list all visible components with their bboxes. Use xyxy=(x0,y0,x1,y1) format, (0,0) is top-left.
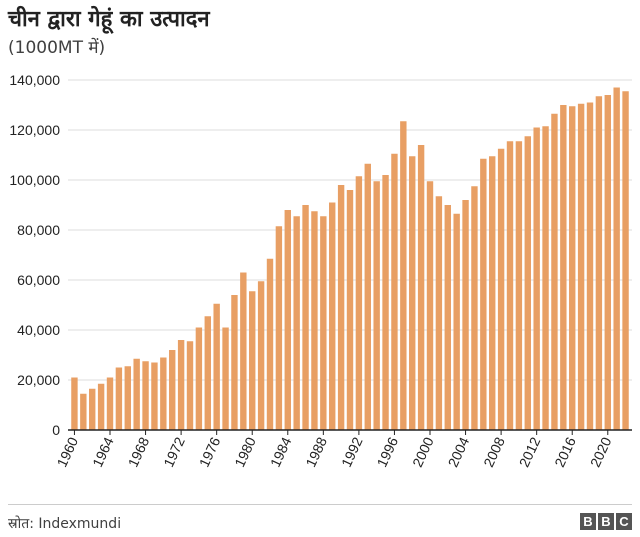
bar xyxy=(577,103,585,430)
bar xyxy=(444,205,451,430)
bars xyxy=(71,87,629,430)
bar xyxy=(364,163,371,430)
bar xyxy=(471,186,478,430)
source-note: स्रोत: Indexmundi xyxy=(8,516,122,532)
bar xyxy=(151,362,158,430)
bar xyxy=(311,211,318,430)
bar xyxy=(257,281,265,430)
bar xyxy=(169,350,176,430)
x-tick-label: 1960 xyxy=(53,434,81,469)
x-tick-label: 2000 xyxy=(409,434,437,469)
bar-chart: 0 20,000 40,000 60,000 80,000 100,000 120,000 1… xyxy=(9,72,632,470)
bar xyxy=(222,327,229,430)
bar xyxy=(586,102,594,430)
x-tick-label: 1968 xyxy=(125,434,153,469)
bar xyxy=(551,113,558,430)
bar xyxy=(106,377,114,430)
y-tick-label: 140,000 xyxy=(9,72,60,88)
bar xyxy=(293,216,300,430)
bar xyxy=(337,185,345,430)
bar xyxy=(195,327,203,430)
bar xyxy=(560,105,567,430)
bar xyxy=(373,181,380,430)
y-tick-label: 60,000 xyxy=(17,272,60,288)
x-tick-label: 2012 xyxy=(516,434,544,469)
bar xyxy=(613,87,620,430)
bbc-logo: B B C xyxy=(580,513,632,530)
x-tick-label: 1964 xyxy=(89,434,117,469)
bar xyxy=(231,295,238,430)
bar xyxy=(524,136,531,430)
bar xyxy=(97,383,105,430)
y-tick-label: 120,000 xyxy=(9,122,60,138)
x-axis-tick-labels: 1960 1964 1968 1972 1976 1980 1984 1988 1992 1996… xyxy=(53,430,615,470)
y-tick-label: 20,000 xyxy=(17,372,60,388)
bar xyxy=(506,141,514,430)
x-tick-label: 2016 xyxy=(551,434,579,469)
x-tick-label: 1972 xyxy=(160,434,188,469)
bar xyxy=(266,258,274,430)
bar xyxy=(417,145,425,430)
chart-title: चीन द्वारा गेहूं का उत्पादन xyxy=(8,7,210,32)
bar xyxy=(515,141,523,430)
bar xyxy=(142,361,149,430)
x-tick-label: 1976 xyxy=(196,434,224,469)
y-tick-label: 100,000 xyxy=(9,172,60,188)
logo-letter: B xyxy=(580,513,596,530)
bar xyxy=(453,213,460,430)
bar xyxy=(489,156,496,430)
bar xyxy=(622,91,629,430)
bar xyxy=(133,358,140,430)
bar xyxy=(275,226,283,430)
x-tick-label: 1996 xyxy=(373,434,401,469)
y-tick-label: 40,000 xyxy=(17,322,60,338)
bar xyxy=(240,272,247,430)
bar xyxy=(604,95,611,430)
bar xyxy=(160,357,167,430)
logo-letter: B xyxy=(598,513,614,530)
bar xyxy=(480,158,487,430)
y-tick-label: 80,000 xyxy=(17,222,60,238)
bar xyxy=(569,106,576,430)
bar xyxy=(115,367,123,430)
y-axis-tick-labels: 0 20,000 40,000 60,000 80,000 100,000 120,000 1… xyxy=(9,72,60,438)
bar xyxy=(89,388,96,430)
bar xyxy=(186,341,194,430)
bar xyxy=(391,153,398,430)
bar xyxy=(533,127,540,430)
x-tick-label: 2004 xyxy=(445,434,473,469)
bar xyxy=(329,202,336,430)
bar xyxy=(80,393,87,430)
footer-divider xyxy=(8,504,632,505)
bar xyxy=(249,291,256,430)
bar xyxy=(426,181,434,430)
x-tick-label: 1988 xyxy=(302,434,330,469)
bar xyxy=(409,156,416,430)
bar xyxy=(462,200,469,430)
x-tick-label: 1984 xyxy=(267,434,295,469)
x-tick-label: 2008 xyxy=(480,434,508,469)
bar xyxy=(595,96,603,430)
bar xyxy=(346,190,354,430)
bar xyxy=(382,175,389,430)
bar xyxy=(542,126,549,430)
bar xyxy=(435,196,443,430)
bar xyxy=(400,121,407,430)
x-tick-label: 1980 xyxy=(231,434,259,469)
logo-letter: C xyxy=(616,513,632,530)
chart-subtitle: (1000MT में) xyxy=(8,38,106,58)
bar xyxy=(124,366,131,430)
bar xyxy=(71,377,78,430)
bar xyxy=(204,316,211,430)
bar xyxy=(320,216,327,430)
x-tick-label: 2020 xyxy=(587,434,615,469)
bar xyxy=(302,205,309,430)
y-tick-label: 0 xyxy=(52,422,60,438)
bar xyxy=(284,210,291,430)
bar xyxy=(355,176,363,430)
bar xyxy=(497,148,505,430)
bar xyxy=(213,303,220,430)
x-tick-label: 1992 xyxy=(338,434,366,469)
bar xyxy=(177,340,185,430)
